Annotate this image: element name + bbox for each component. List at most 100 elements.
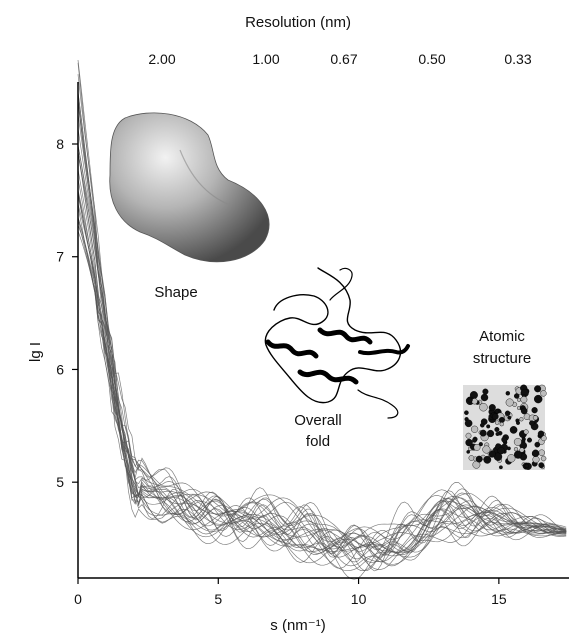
atom-sphere <box>479 403 488 412</box>
atom-sphere <box>517 397 522 402</box>
atom-sphere <box>532 415 538 421</box>
scattering-curve <box>77 219 567 566</box>
protein-envelope-shape-icon <box>109 112 270 263</box>
atom-sphere <box>479 422 485 428</box>
scattering-curve <box>77 144 567 556</box>
scattering-curve <box>77 91 567 556</box>
atom-sphere <box>465 438 473 447</box>
atom-sphere <box>531 407 538 414</box>
top-tick-label: 0.50 <box>418 51 445 67</box>
atom-sphere <box>540 455 547 462</box>
atom-sphere <box>482 388 489 395</box>
atom-sphere <box>495 432 500 437</box>
scattering-curve <box>77 206 567 563</box>
atom-sphere <box>499 422 504 427</box>
atom-sphere <box>531 449 540 457</box>
fold-label-line1: Overall <box>294 412 342 429</box>
atom-sphere <box>498 417 505 424</box>
scattering-curve <box>77 178 567 553</box>
scattering-curves <box>77 59 567 580</box>
atom-sphere <box>523 429 529 435</box>
atom-sphere <box>514 393 520 399</box>
atom-sphere <box>475 455 483 463</box>
atom-sphere <box>488 404 496 412</box>
scattering-curve <box>77 203 567 552</box>
atom-sphere <box>486 424 491 429</box>
atom-sphere <box>534 394 543 404</box>
atom-sphere <box>483 455 492 464</box>
x-tick-label: 0 <box>74 591 82 607</box>
atom-sphere <box>480 393 489 402</box>
atom-sphere <box>540 390 547 397</box>
y-tick-label: 6 <box>56 361 64 377</box>
atom-sphere <box>495 420 500 425</box>
atom-sphere <box>478 442 483 447</box>
atom-sphere <box>497 447 505 455</box>
atom-sphere <box>504 410 511 416</box>
atom-sphere <box>466 450 471 454</box>
atom-sphere <box>520 407 528 415</box>
atom-sphere <box>527 437 533 443</box>
x-tick-label: 10 <box>351 591 367 607</box>
top-tick-label: 0.33 <box>504 51 531 67</box>
scattering-curve <box>77 189 567 548</box>
atom-sphere <box>464 419 473 428</box>
x-tick-labels: 0 5 10 15 <box>74 591 507 607</box>
ribbon-fold-icon <box>264 267 402 404</box>
atom-sphere <box>513 437 522 446</box>
atom-sphere <box>532 456 540 464</box>
scattering-curve <box>77 100 567 563</box>
shape-illustration <box>109 112 270 263</box>
scattering-curve <box>77 225 567 572</box>
atom-sphere <box>501 436 508 443</box>
atom-sphere <box>538 449 545 456</box>
atom-sphere <box>472 437 477 443</box>
atomic-structure-illustration <box>463 384 547 470</box>
shape-ridge-icon <box>179 149 231 206</box>
atom-sphere <box>465 432 472 439</box>
atom-sphere <box>494 427 500 433</box>
top-tick-label: 1.00 <box>252 51 279 67</box>
atom-sphere <box>534 385 542 393</box>
shape-label: Shape <box>154 284 197 301</box>
atom-sphere <box>538 462 545 469</box>
scattering-curve <box>77 62 567 558</box>
atom-sphere <box>488 450 496 458</box>
top-tick-label: 2.00 <box>148 51 175 67</box>
top-axis-title: Resolution (nm) <box>245 14 351 31</box>
atomic-label-line2: structure <box>473 350 531 367</box>
atom-sphere <box>529 420 535 426</box>
atom-sphere <box>519 417 524 422</box>
atom-sphere <box>537 430 545 437</box>
y-axis-title: lg I <box>27 342 44 362</box>
atom-sphere <box>464 410 469 416</box>
top-tick-label: 0.67 <box>330 51 357 67</box>
x-tick-label: 5 <box>214 591 222 607</box>
atom-sphere <box>507 454 516 463</box>
atom-sphere <box>505 398 514 407</box>
atom-sphere <box>468 455 475 461</box>
scattering-curve <box>77 151 567 554</box>
x-axis-title: s (nm⁻¹) <box>270 617 325 634</box>
atom-sphere <box>505 391 510 396</box>
atom-sphere <box>494 408 500 414</box>
atom-sphere <box>513 447 519 452</box>
scattering-curve <box>77 59 567 559</box>
x-tick-label: 15 <box>491 591 507 607</box>
atom-sphere <box>482 445 491 454</box>
atom-sphere <box>498 465 503 470</box>
y-tick-label: 5 <box>56 474 64 490</box>
scattering-curve <box>77 92 567 565</box>
atom-sphere <box>473 443 481 451</box>
atom-sphere <box>534 441 541 448</box>
atomic-label-line1: Atomic <box>479 328 525 345</box>
atom-sphere <box>486 429 495 438</box>
atom-sphere <box>540 435 547 442</box>
atom-sphere <box>507 415 512 420</box>
atom-sphere <box>520 396 528 403</box>
scattering-curve <box>77 102 567 572</box>
scattering-curve <box>77 217 567 564</box>
atom-sphere <box>479 429 487 437</box>
atom-sphere <box>513 450 523 459</box>
